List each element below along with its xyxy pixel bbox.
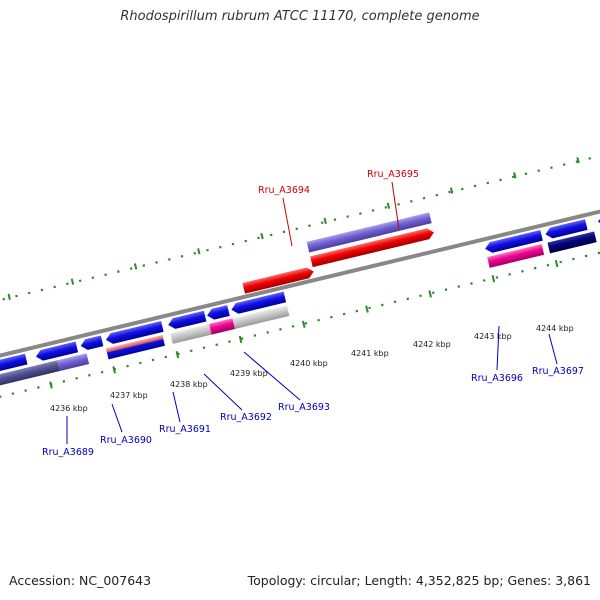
gene-ru-a3696-box[interactable] xyxy=(487,244,545,268)
label-ru-a3692[interactable]: Rru_A3692 xyxy=(220,412,272,423)
label-ru-a3689[interactable]: Rru_A3689 xyxy=(42,447,94,458)
outer-tick xyxy=(386,202,391,209)
gene-right-blue-1[interactable] xyxy=(484,229,543,254)
label-ru-a3690[interactable]: Rru_A3690 xyxy=(100,435,152,446)
gene-blue-5[interactable] xyxy=(167,310,207,331)
inner-tick xyxy=(112,366,116,374)
outer-scale-dots xyxy=(0,132,600,332)
gene-labels: Rru_A3689 Rru_A3690 Rru_A3691 Rru_A3692 … xyxy=(42,325,584,458)
gene-ru-a3693-box[interactable] xyxy=(232,305,290,329)
outer-tick xyxy=(197,248,201,255)
outer-tick xyxy=(70,278,75,285)
gene-ru-a3694-arrow[interactable] xyxy=(242,266,315,294)
outer-tick xyxy=(323,217,327,225)
gene-blue-7[interactable] xyxy=(230,291,287,316)
label-ru-a3696[interactable]: Rru_A3696 xyxy=(471,373,523,384)
scale-label: 4242 kbp xyxy=(413,340,451,349)
label-ru-a3695[interactable]: Rru_A3695 xyxy=(367,169,419,180)
gene-ru-a3692-box[interactable] xyxy=(209,318,235,335)
genome-backbone xyxy=(0,184,600,385)
feature-lavender-outer[interactable] xyxy=(306,212,432,253)
gene-right-blue-2[interactable] xyxy=(544,219,588,240)
inner-tick xyxy=(365,305,369,313)
outer-tick xyxy=(7,293,11,300)
outer-tick xyxy=(449,187,454,194)
gene-lavender-inner[interactable] xyxy=(57,353,90,372)
inner-tick xyxy=(175,351,180,359)
accession-text: Accession: NC_007643 xyxy=(9,573,152,588)
gene-left-blue-2[interactable] xyxy=(35,341,79,363)
scale-labels: 4236 kbp 4237 kbp 4238 kbp 4239 kbp 4240… xyxy=(50,324,574,413)
inner-tick xyxy=(428,290,432,298)
inner-tick xyxy=(238,335,243,344)
label-ru-a3694[interactable]: Rru_A3694 xyxy=(258,185,310,196)
gene-ru-a3697-box[interactable] xyxy=(547,231,597,254)
leader-line xyxy=(172,391,181,423)
inner-tick xyxy=(554,259,559,268)
leader-line xyxy=(203,373,243,411)
scale-label: 4238 kbp xyxy=(170,380,208,389)
outer-tick xyxy=(133,263,138,270)
scale-label: 4239 kbp xyxy=(230,369,268,378)
label-ru-a3693[interactable]: Rru_A3693 xyxy=(278,402,330,413)
gene-left-blue-1[interactable] xyxy=(0,353,28,379)
scale-label: 4244 kbp xyxy=(536,324,574,333)
inner-scale-dots xyxy=(0,224,600,423)
genome-summary-text: Topology: circular; Length: 4,352,825 bp… xyxy=(247,573,591,588)
leader-line xyxy=(282,197,293,247)
leader-line xyxy=(243,351,301,401)
scale-label: 4237 kbp xyxy=(110,391,148,400)
inner-scale-ticks xyxy=(49,259,559,389)
outer-scale-ticks xyxy=(7,157,580,300)
scale-label: 4236 kbp xyxy=(50,404,88,413)
map-title: Rhodospirillum rubrum ATCC 11170, comple… xyxy=(120,9,480,24)
label-ru-a3697[interactable]: Rru_A3697 xyxy=(532,366,584,377)
outer-tick xyxy=(513,172,517,179)
inner-tick xyxy=(49,381,53,389)
outer-tick xyxy=(260,232,264,240)
leader-line xyxy=(111,403,123,433)
gene-ru-a3689-box[interactable] xyxy=(0,360,60,393)
leader-line xyxy=(391,181,400,230)
genome-track xyxy=(0,132,600,423)
outer-tick xyxy=(576,157,580,164)
inner-tick xyxy=(491,275,496,283)
gene-left-blue-4[interactable] xyxy=(105,321,164,345)
gene-left-blue-3[interactable] xyxy=(79,335,104,351)
gene-ru-a3691-box[interactable] xyxy=(170,323,212,344)
inner-tick xyxy=(301,320,306,328)
gene-blue-6[interactable] xyxy=(206,305,230,321)
label-ru-a3691[interactable]: Rru_A3691 xyxy=(159,424,211,435)
scale-label: 4240 kbp xyxy=(290,359,328,368)
leader-line xyxy=(496,325,500,371)
gene-ru-a3695-arrow[interactable] xyxy=(310,227,435,268)
gene-salmon-strip xyxy=(105,335,164,353)
scale-label: 4241 kbp xyxy=(351,349,389,358)
scale-label: 4243 kbp xyxy=(474,332,512,341)
highlighted-gene-labels: Rru_A3694 Rru_A3695 xyxy=(258,169,419,247)
leader-line xyxy=(548,333,558,365)
